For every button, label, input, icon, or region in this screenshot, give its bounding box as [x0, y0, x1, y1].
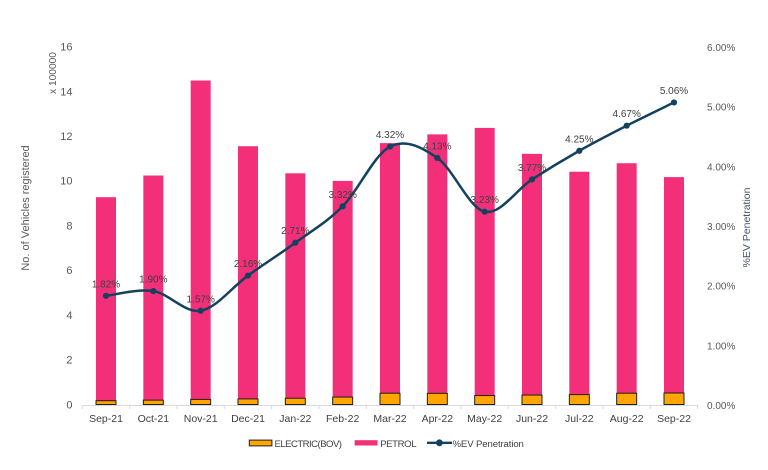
- svg-text:1.57%: 1.57%: [186, 294, 214, 305]
- svg-text:3.32%: 3.32%: [328, 190, 356, 201]
- svg-text:4.32%: 4.32%: [376, 130, 404, 141]
- svg-text:PETROL: PETROL: [380, 439, 417, 450]
- svg-text:0.00%: 0.00%: [707, 401, 735, 412]
- svg-text:4.67%: 4.67%: [612, 109, 640, 120]
- svg-text:0: 0: [66, 399, 72, 411]
- svg-text:4.00%: 4.00%: [707, 162, 735, 173]
- svg-text:5.00%: 5.00%: [707, 103, 735, 114]
- svg-text:%EV Penetration: %EV Penetration: [741, 187, 753, 267]
- svg-text:Mar-22: Mar-22: [373, 413, 406, 425]
- svg-text:2.71%: 2.71%: [281, 226, 309, 237]
- svg-text:1.82%: 1.82%: [92, 279, 120, 290]
- svg-text:6: 6: [66, 265, 72, 277]
- svg-text:1.00%: 1.00%: [707, 341, 735, 352]
- svg-text:Nov-21: Nov-21: [184, 413, 218, 425]
- svg-text:Jan-22: Jan-22: [279, 413, 311, 425]
- svg-text:6.00%: 6.00%: [707, 43, 735, 54]
- svg-text:x 100000: x 100000: [48, 52, 59, 94]
- svg-text:4.13%: 4.13%: [423, 141, 451, 152]
- svg-text:4.25%: 4.25%: [565, 134, 593, 145]
- svg-text:Dec-21: Dec-21: [231, 413, 265, 425]
- svg-text:Sep-22: Sep-22: [657, 413, 691, 425]
- svg-text:12: 12: [60, 131, 72, 143]
- svg-text:Oct-21: Oct-21: [138, 413, 170, 425]
- svg-text:Jul-22: Jul-22: [565, 413, 594, 425]
- svg-text:Apr-22: Apr-22: [422, 413, 454, 425]
- svg-text:1.90%: 1.90%: [139, 275, 167, 286]
- svg-text:2: 2: [66, 355, 72, 367]
- svg-text:ELECTRIC(BOV): ELECTRIC(BOV): [275, 439, 342, 450]
- svg-text:2.00%: 2.00%: [707, 282, 735, 293]
- svg-text:3.77%: 3.77%: [518, 163, 546, 174]
- svg-text:%EV Penetration: %EV Penetration: [453, 439, 524, 450]
- svg-text:14: 14: [60, 86, 72, 98]
- svg-text:3.00%: 3.00%: [707, 222, 735, 233]
- svg-text:2.16%: 2.16%: [234, 259, 262, 270]
- svg-text:Feb-22: Feb-22: [326, 413, 359, 425]
- svg-text:5.06%: 5.06%: [660, 86, 688, 97]
- svg-text:8: 8: [66, 220, 72, 232]
- svg-text:Jun-22: Jun-22: [516, 413, 548, 425]
- svg-text:4: 4: [66, 310, 72, 322]
- svg-text:3.23%: 3.23%: [470, 195, 498, 206]
- svg-text:Sep-21: Sep-21: [89, 413, 123, 425]
- svg-text:Aug-22: Aug-22: [610, 413, 644, 425]
- svg-text:16: 16: [60, 42, 72, 54]
- svg-text:May-22: May-22: [467, 413, 502, 425]
- svg-text:10: 10: [60, 176, 72, 188]
- svg-text:No. of Vehicles registered: No. of Vehicles registered: [20, 145, 32, 270]
